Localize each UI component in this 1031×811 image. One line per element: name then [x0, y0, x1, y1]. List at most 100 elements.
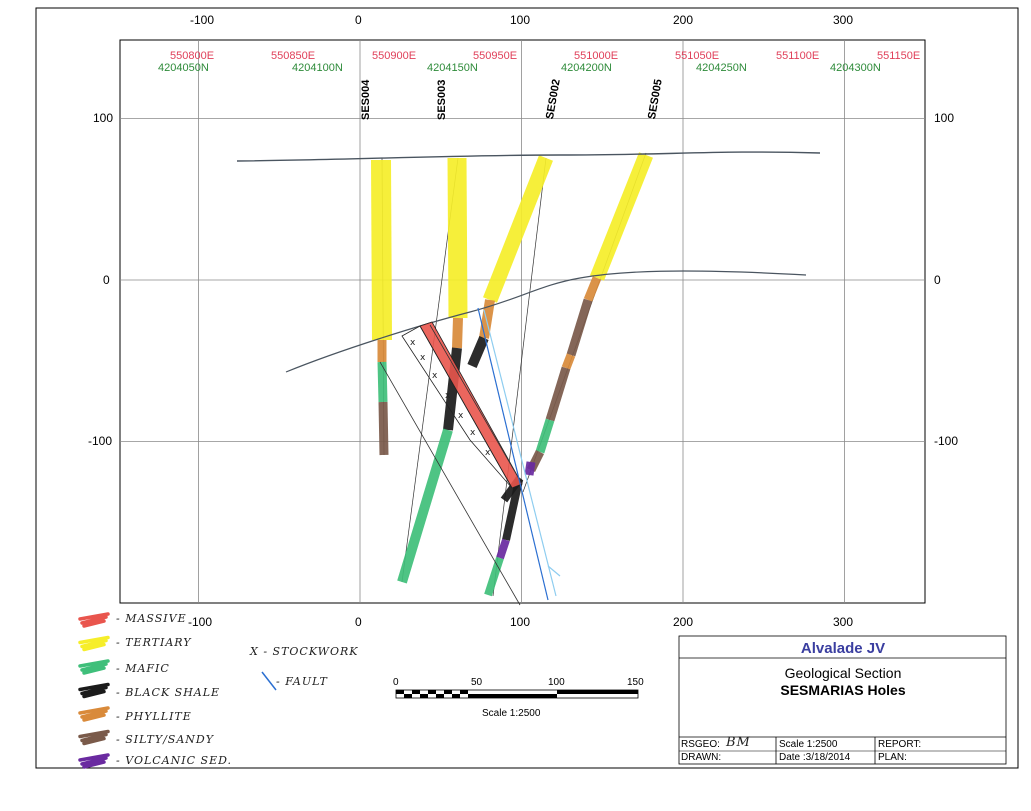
right-y-tick-label: -100 — [934, 434, 959, 448]
scale-tick-label: 50 — [471, 677, 483, 688]
hole-label-ses004: SES004 — [360, 79, 372, 120]
legend-swatch-phyllite — [78, 706, 110, 722]
northing-label: 4204300N — [830, 62, 881, 74]
stockwork-mark: x — [410, 338, 416, 348]
interval-tertiary — [590, 152, 653, 281]
northing-label: 4204050N — [158, 62, 209, 74]
contact-line — [429, 324, 523, 485]
base-of-tertiary — [285, 270, 807, 373]
legend-fault-label: - FAULT — [276, 675, 328, 688]
legend-massive-label: - MASSIVE — [116, 612, 187, 625]
northing-label: 4204250N — [696, 62, 747, 74]
hole-trace-ses002 — [492, 157, 547, 597]
interval-black-shale — [443, 347, 462, 431]
easting-label: 550800E — [170, 50, 215, 62]
legend-swatch-volcanic-sed — [78, 753, 110, 769]
legend-black-shale-label: - BLACK SHALE — [116, 686, 221, 699]
northing-label: 4204150N — [427, 62, 478, 74]
topographic-surface — [236, 151, 821, 162]
easting-label: 550850E — [271, 50, 316, 62]
easting-label: 551100E — [776, 50, 820, 62]
bottom-tick-label: -100 — [188, 615, 213, 629]
date-field: Date :3/18/2014 — [779, 752, 851, 763]
legend-volcanic-sed-label: - VOLCANIC SED. — [116, 754, 233, 767]
interval-tertiary — [483, 155, 553, 303]
interval-mafic — [535, 418, 555, 454]
stockwork-mark: x — [445, 391, 451, 401]
stockwork-mark: x — [485, 448, 491, 458]
interval-tertiary — [447, 157, 468, 319]
top-tick-label: 200 — [673, 13, 694, 27]
hole-label-ses003: SES003 — [436, 79, 448, 120]
scale-tick-label: 150 — [627, 677, 644, 688]
plot-frame — [119, 39, 926, 604]
legend-swatch-tertiary — [78, 635, 110, 652]
legend-phyllite-label: - PHYLLITE — [116, 710, 192, 723]
scale-bar-block — [460, 690, 468, 694]
interval-phyllite — [561, 353, 576, 370]
interval-black-shale — [502, 479, 523, 541]
interval-silty-sandy — [566, 298, 593, 357]
scale-bar-block — [436, 694, 444, 698]
bottom-tick-label: 100 — [510, 615, 531, 629]
scale-bar-block — [396, 690, 404, 694]
stockwork-mark: x — [470, 428, 476, 438]
interval-phyllite — [452, 317, 463, 349]
top-tick-label: 300 — [833, 13, 854, 27]
title-line-1: Geological Section — [784, 665, 902, 681]
title-block-frame — [678, 635, 1007, 765]
easting-label: 551050E — [675, 50, 720, 62]
legend-swatch-black-shale — [78, 682, 110, 699]
legend-swatch-mafic — [78, 659, 110, 675]
legend-swatches — [78, 612, 277, 769]
top-tick-label: 0 — [355, 13, 362, 27]
fault-line — [477, 307, 549, 601]
title-line-2: SESMARIAS Holes — [780, 682, 906, 698]
report-field: REPORT: — [878, 739, 922, 750]
legend-swatch-silty-sandy — [78, 729, 110, 746]
interval-volcanic-sed — [524, 461, 536, 476]
northing-label: 4204100N — [292, 62, 343, 74]
sheet-border — [35, 7, 1019, 769]
rsgeo-label: RSGEO: — [681, 739, 720, 750]
scale-bar-block — [468, 694, 476, 698]
legend-mafic-label: - MAFIC — [116, 662, 170, 675]
drillhole-intervals — [371, 152, 653, 597]
right-y-tick-label: 100 — [934, 111, 955, 125]
easting-label: 550950E — [473, 50, 518, 62]
stockwork-zone — [401, 325, 513, 489]
scale-bar-block — [420, 694, 428, 698]
interval-phyllite — [583, 276, 602, 302]
interval-black-shale — [467, 336, 489, 368]
contact-line — [379, 361, 521, 606]
stockwork-mark: x — [458, 411, 464, 421]
rsgeo-value: BM — [726, 735, 751, 750]
left-y-tick-label: 100 — [93, 111, 114, 125]
bottom-tick-label: 200 — [673, 615, 694, 629]
scale-caption: Scale 1:2500 — [482, 708, 541, 719]
scale-bar-block — [452, 694, 460, 698]
interval-mafic — [484, 556, 504, 597]
interval-tertiary — [371, 159, 392, 341]
scale-bar — [395, 689, 639, 699]
stockwork-mark: x — [420, 353, 426, 363]
left-y-tick-label: 0 — [103, 273, 110, 287]
top-tick-label: 100 — [510, 13, 531, 27]
easting-label: 551150E — [877, 50, 921, 62]
easting-label: 551000E — [574, 50, 619, 62]
plan-field: PLAN: — [878, 752, 907, 763]
title-block-lines — [678, 635, 1007, 765]
project-name: Alvalade JV — [800, 640, 886, 657]
bottom-tick-label: 300 — [833, 615, 854, 629]
northing-label: 4204200N — [561, 62, 612, 74]
right-y-tick-label: 0 — [934, 273, 941, 287]
drawn-label: DRAWN: — [681, 752, 722, 763]
interval-silty-sandy — [545, 366, 571, 422]
bottom-tick-label: 0 — [355, 615, 362, 629]
interval-mafic — [397, 428, 453, 584]
scale-tick-label: 100 — [548, 677, 565, 688]
interval-mafic — [377, 361, 388, 403]
